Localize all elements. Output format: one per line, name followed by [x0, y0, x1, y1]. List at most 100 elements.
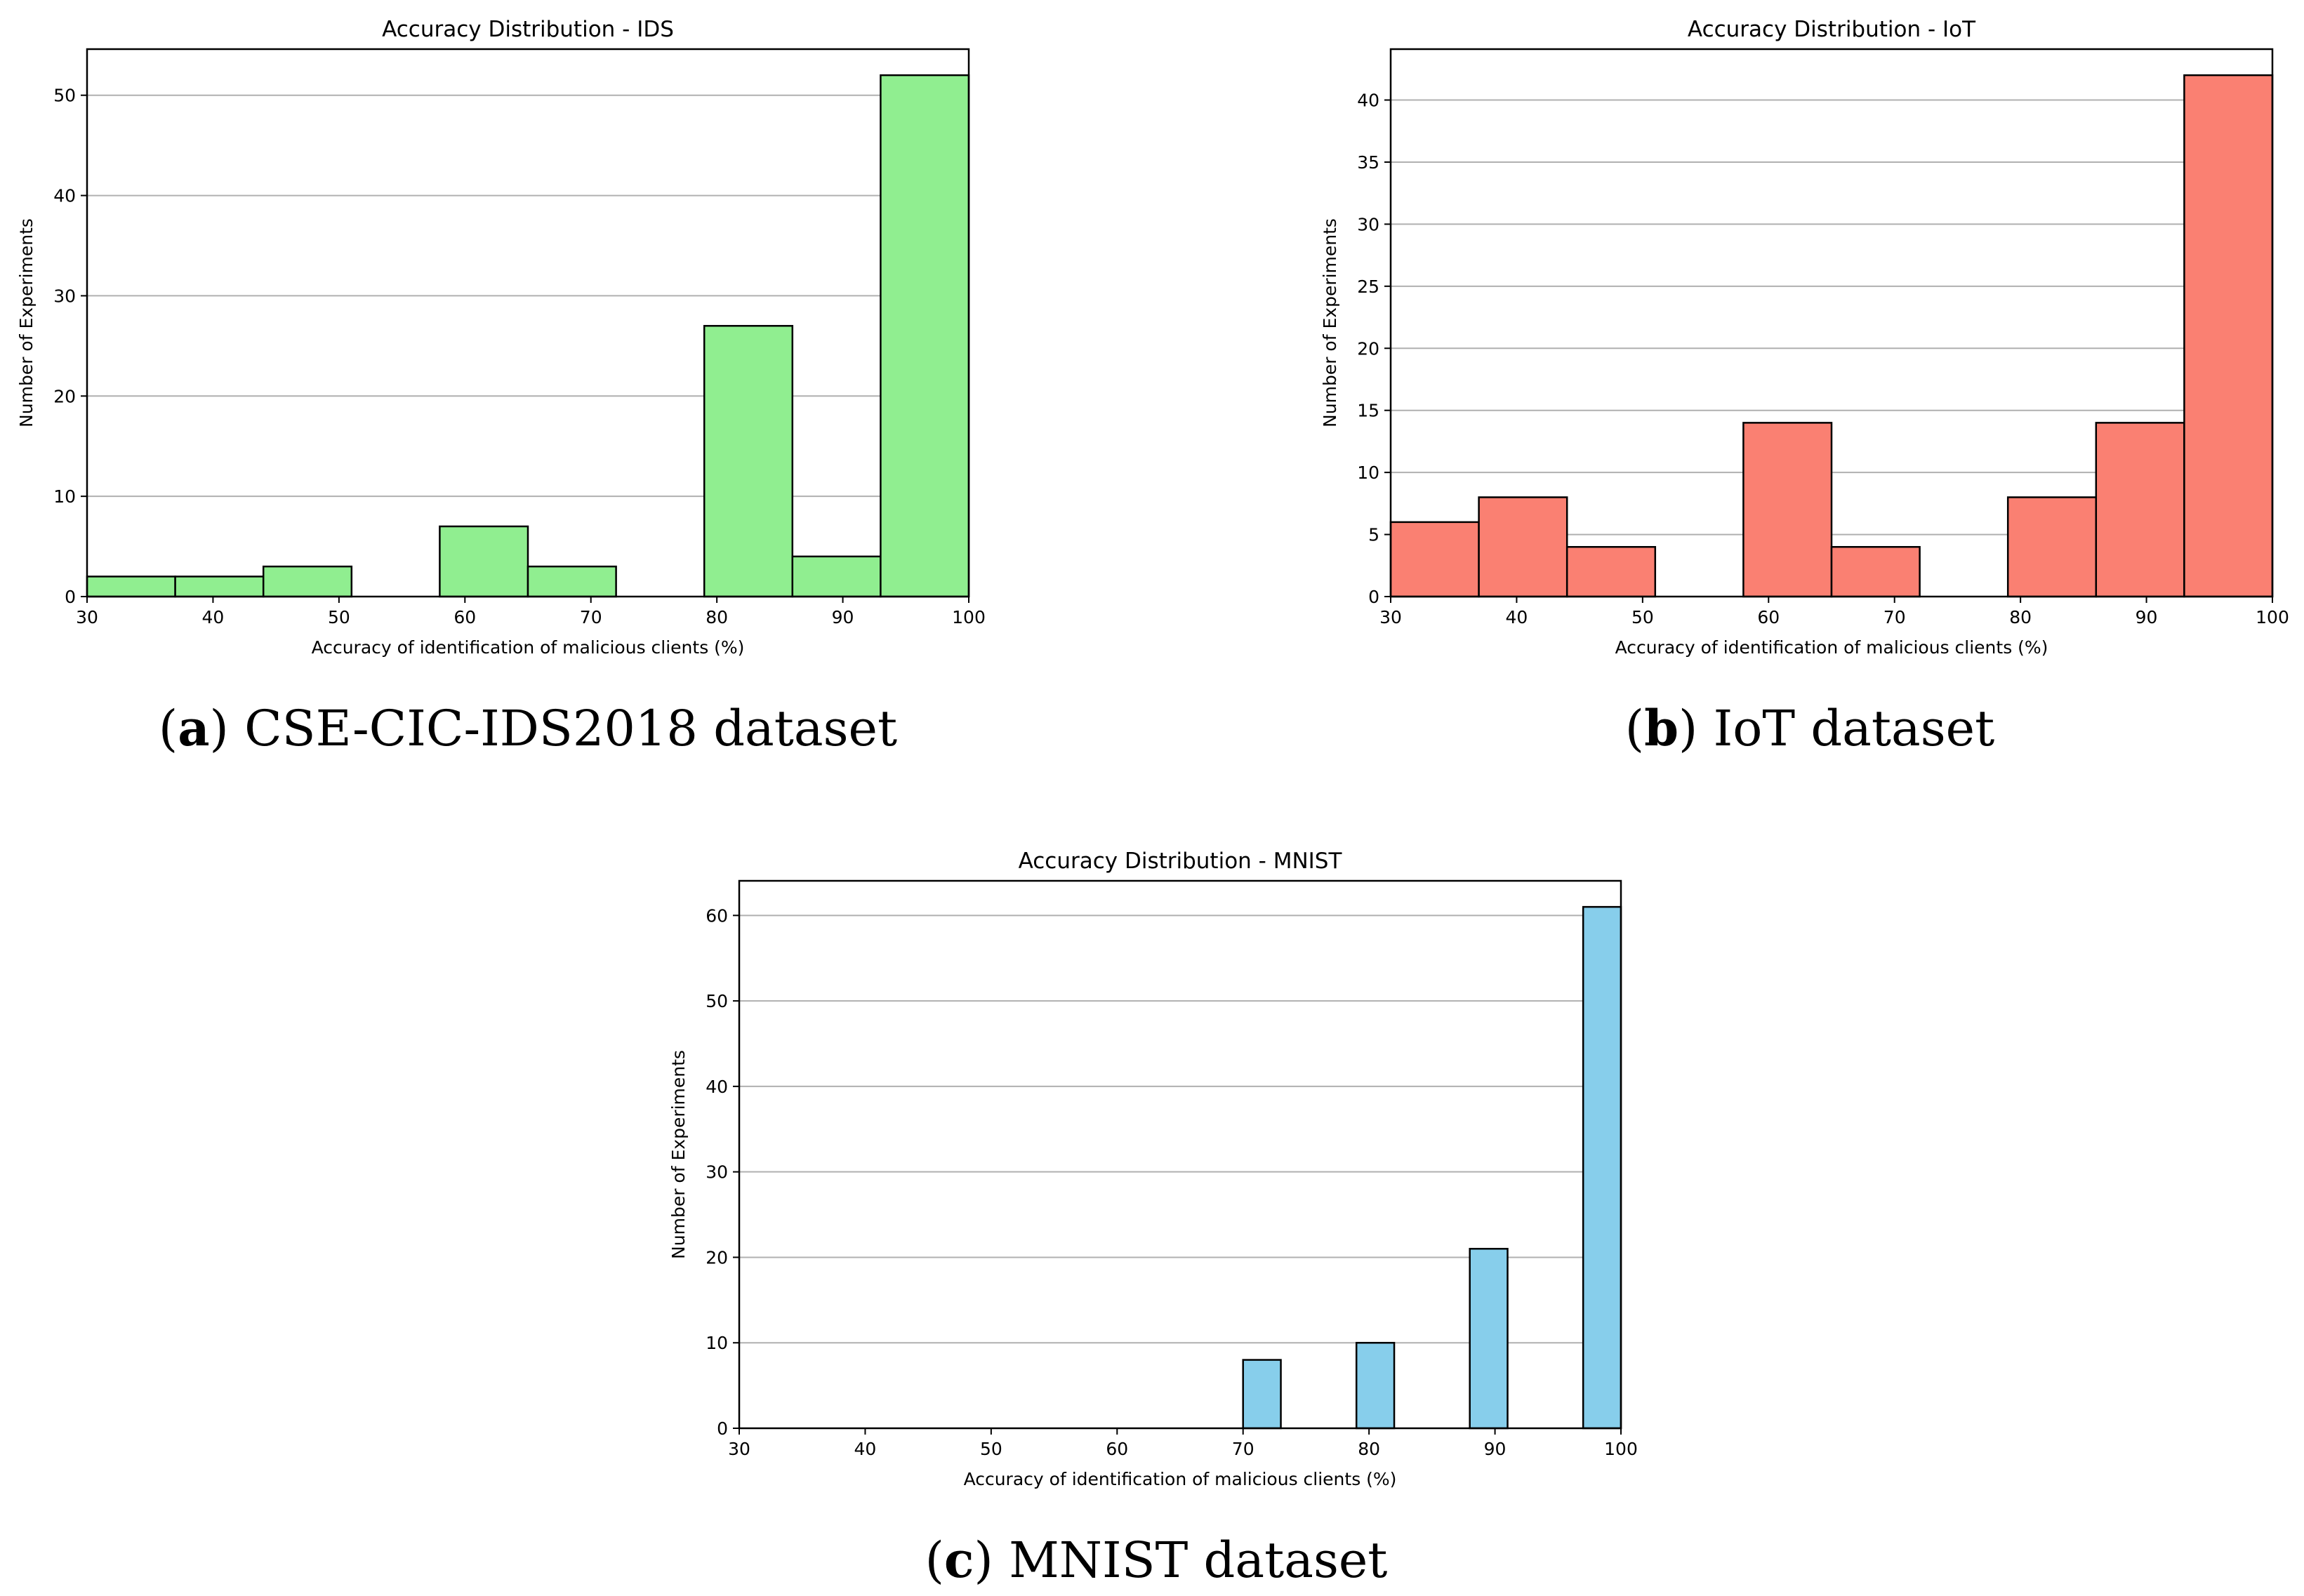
bars — [86, 74, 970, 598]
bars — [1389, 74, 2274, 598]
histogram-bar — [2006, 496, 2098, 598]
y-tick-label: 0 — [1368, 587, 1379, 607]
x-tick-label: 30 — [76, 607, 98, 627]
y-tick-label: 50 — [53, 86, 76, 106]
caption-text: MNIST dataset — [1009, 1531, 1387, 1589]
x-tick-label: 40 — [1506, 607, 1528, 627]
x-tick-label: 70 — [1232, 1439, 1254, 1459]
caption: (a) CSE-CIC-IDS2018 dataset — [159, 699, 897, 757]
y-axis-label: Number of Experiments — [1320, 218, 1340, 427]
histogram-bar — [1389, 521, 1480, 598]
grid-lines — [87, 94, 969, 498]
histogram-bar — [2095, 422, 2185, 598]
plot-frame — [738, 879, 1622, 1430]
y-tick-label: 20 — [53, 386, 76, 406]
x-tick-label: 90 — [1484, 1439, 1507, 1459]
y-tick-label: 10 — [1357, 463, 1379, 483]
x-tick-label: 30 — [728, 1439, 750, 1459]
histogram-bar — [439, 525, 529, 598]
y-ticks: 0 10 20 30 40 50 — [53, 86, 87, 607]
histogram-bar — [1582, 905, 1622, 1430]
x-tick-label: 50 — [980, 1439, 1002, 1459]
grid-lines — [739, 915, 1621, 1344]
caption: (c) MNIST dataset — [925, 1531, 1388, 1589]
chart-mnist: Accuracy Distribution - MNIST Number of … — [668, 849, 1638, 1589]
y-tick-label: 30 — [53, 286, 76, 306]
histogram-bar — [1742, 422, 1833, 598]
y-tick-label: 30 — [1357, 214, 1379, 234]
caption-text: IoT dataset — [1714, 700, 1995, 757]
y-tick-label: 20 — [1357, 338, 1379, 359]
x-ticks: 30 40 50 60 70 80 90 100 — [76, 597, 986, 627]
histogram-bar — [2183, 74, 2274, 598]
x-tick-label: 100 — [2256, 607, 2289, 627]
y-tick-label: 40 — [706, 1077, 728, 1097]
x-tick-label: 60 — [1106, 1439, 1128, 1459]
histogram-bar — [1830, 546, 1921, 598]
caption-letter: b — [1644, 699, 1679, 757]
caption-text: CSE-CIC-IDS2018 dataset — [244, 700, 897, 757]
histogram-bar — [1469, 1248, 1509, 1430]
y-axis-label: Number of Experiments — [16, 218, 37, 427]
x-ticks: 30 40 50 60 70 80 90 100 — [1379, 597, 2289, 627]
histogram-bar — [1478, 496, 1568, 598]
x-tick-label: 40 — [854, 1439, 877, 1459]
x-tick-label: 60 — [1757, 607, 1780, 627]
histogram-bar — [262, 565, 353, 598]
histogram-bar — [1242, 1359, 1282, 1430]
histogram-bar — [1565, 546, 1657, 598]
chart-title: Accuracy Distribution - IoT — [1688, 17, 1976, 42]
x-tick-label: 80 — [706, 607, 728, 627]
bars — [1242, 905, 1622, 1430]
y-tick-label: 25 — [1357, 277, 1379, 297]
caption: (b) IoT dataset — [1625, 699, 1994, 757]
y-tick-label: 50 — [706, 991, 728, 1011]
x-tick-label: 70 — [580, 607, 602, 627]
x-axis-label: Accuracy of identification of malicious … — [964, 1469, 1397, 1489]
y-axis-label: Number of Experiments — [668, 1050, 689, 1259]
y-tick-label: 0 — [65, 587, 76, 607]
histogram-bar — [527, 565, 617, 598]
plot-frame — [1389, 48, 2274, 598]
caption-letter: c — [944, 1531, 974, 1589]
x-tick-label: 80 — [1358, 1439, 1380, 1459]
x-tick-label: 90 — [2136, 607, 2158, 627]
grid-lines — [1391, 99, 2272, 536]
x-axis-label: Accuracy of identification of malicious … — [1615, 637, 2048, 658]
y-tick-label: 40 — [1357, 91, 1379, 111]
y-tick-label: 30 — [706, 1162, 728, 1183]
x-tick-label: 50 — [1631, 607, 1654, 627]
histogram-bar — [86, 576, 176, 598]
x-tick-label: 70 — [1883, 607, 1906, 627]
y-tick-label: 20 — [706, 1247, 728, 1268]
y-tick-label: 0 — [717, 1418, 728, 1439]
x-tick-label: 100 — [952, 607, 986, 627]
histogram-bar — [791, 555, 882, 598]
y-tick-label: 5 — [1368, 525, 1379, 545]
y-tick-label: 60 — [706, 905, 728, 926]
histogram-bar — [1355, 1341, 1396, 1430]
y-tick-label: 10 — [53, 486, 76, 507]
plot-frame — [86, 48, 970, 598]
y-ticks: 0 5 10 15 20 25 30 35 40 — [1357, 91, 1391, 607]
x-tick-label: 50 — [328, 607, 350, 627]
chart-ids: Accuracy Distribution - IDS Number of Ex… — [16, 17, 986, 757]
y-tick-label: 10 — [706, 1333, 728, 1353]
caption-letter: a — [178, 699, 209, 757]
x-tick-label: 100 — [1604, 1439, 1638, 1459]
x-tick-label: 60 — [453, 607, 476, 627]
x-tick-label: 90 — [832, 607, 854, 627]
x-tick-label: 80 — [2009, 607, 2032, 627]
y-tick-label: 35 — [1357, 152, 1379, 173]
x-tick-label: 40 — [202, 607, 225, 627]
histogram-bar — [880, 74, 970, 598]
chart-iot: Accuracy Distribution - IoT Number of Ex… — [1320, 17, 2289, 757]
chart-title: Accuracy Distribution - IDS — [382, 17, 674, 42]
histogram-bar — [703, 325, 794, 598]
y-tick-label: 40 — [53, 186, 76, 206]
histogram-bar — [174, 576, 265, 598]
y-ticks: 0 10 20 30 40 50 60 — [706, 905, 739, 1439]
x-tick-label: 30 — [1379, 607, 1402, 627]
chart-title: Accuracy Distribution - MNIST — [1019, 849, 1343, 874]
